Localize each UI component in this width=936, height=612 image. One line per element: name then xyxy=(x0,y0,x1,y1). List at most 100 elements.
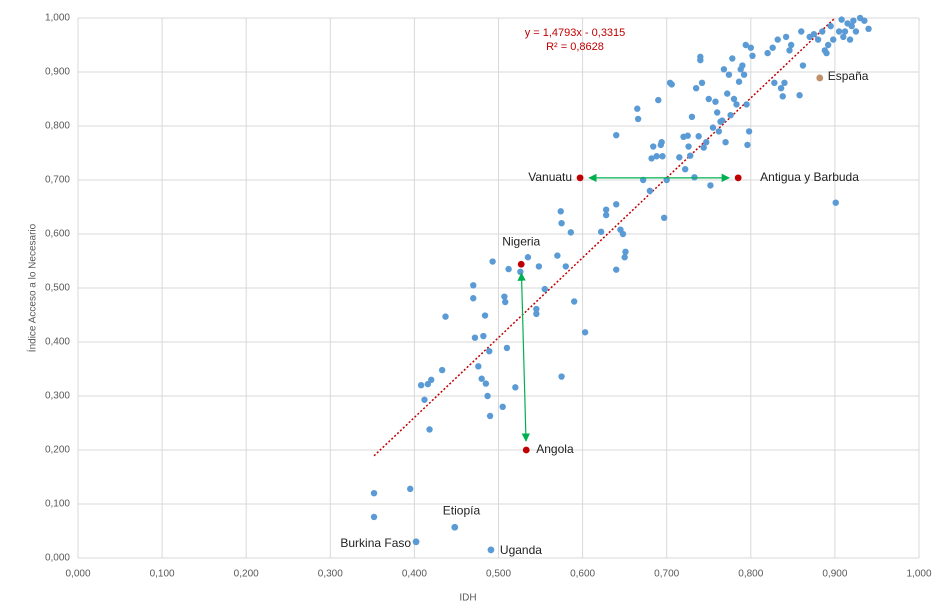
point xyxy=(745,128,753,135)
point xyxy=(841,28,849,35)
point xyxy=(814,36,822,43)
point xyxy=(848,22,855,30)
x-tick-label: 0,200 xyxy=(234,569,259,580)
point xyxy=(558,220,565,227)
point xyxy=(676,154,683,161)
point xyxy=(749,52,756,59)
point xyxy=(499,403,506,410)
point xyxy=(777,85,785,92)
point xyxy=(787,41,795,49)
point xyxy=(480,332,487,340)
y-axis-title: Índice Acceso a lo Necesario xyxy=(26,223,39,352)
point xyxy=(827,22,834,30)
y-tick-label: 0,600 xyxy=(45,229,70,240)
point xyxy=(370,513,378,521)
point xyxy=(438,366,446,374)
point xyxy=(613,266,620,273)
highlight-point xyxy=(412,538,420,546)
point xyxy=(830,36,837,43)
point xyxy=(619,230,627,238)
point xyxy=(850,17,857,24)
point xyxy=(709,124,717,131)
point xyxy=(370,490,378,497)
point xyxy=(658,139,665,146)
point xyxy=(653,153,660,160)
point xyxy=(730,95,738,103)
point xyxy=(823,49,830,57)
point xyxy=(646,187,654,194)
point xyxy=(634,105,641,112)
y-tick-label: 0,700 xyxy=(45,175,70,186)
point xyxy=(707,182,714,189)
point xyxy=(771,79,778,87)
x-axis-title: IDH xyxy=(459,593,476,604)
point xyxy=(720,66,728,73)
point xyxy=(602,206,610,213)
point xyxy=(744,141,751,149)
point xyxy=(442,313,449,320)
point xyxy=(824,41,832,49)
point-label: Nigeria xyxy=(502,234,540,248)
point xyxy=(840,33,847,41)
point xyxy=(796,92,803,99)
point xyxy=(719,117,726,124)
point xyxy=(782,33,790,41)
point xyxy=(535,263,543,270)
point xyxy=(541,285,548,293)
point xyxy=(832,199,839,206)
point xyxy=(426,426,433,433)
point xyxy=(819,28,826,35)
point-label: Uganda xyxy=(500,543,542,557)
point xyxy=(846,36,854,43)
y-tick-label: 0,000 xyxy=(45,553,70,564)
point xyxy=(861,17,868,24)
point-label: Etiopía xyxy=(443,503,481,517)
point-label: Vanuatu xyxy=(528,170,572,184)
point xyxy=(769,44,776,51)
point-label: España xyxy=(828,69,869,83)
point xyxy=(613,201,620,208)
point xyxy=(688,113,696,121)
point xyxy=(740,71,748,78)
point xyxy=(692,85,700,92)
x-tick-label: 0,000 xyxy=(65,569,90,580)
point xyxy=(562,263,569,270)
x-tick-label: 0,600 xyxy=(570,569,595,580)
y-tick-label: 0,500 xyxy=(45,283,70,294)
point xyxy=(705,95,712,103)
point xyxy=(703,139,710,146)
point xyxy=(517,268,524,275)
point xyxy=(700,144,707,151)
point xyxy=(470,282,477,289)
point xyxy=(660,214,668,221)
point xyxy=(727,112,734,119)
point xyxy=(475,363,482,370)
point xyxy=(685,143,692,150)
point xyxy=(781,79,788,87)
point xyxy=(668,81,675,88)
point xyxy=(742,41,749,49)
point xyxy=(558,373,565,380)
point xyxy=(835,28,843,35)
point xyxy=(722,139,729,146)
point xyxy=(421,396,428,403)
point xyxy=(557,208,564,215)
x-tick-label: 0,500 xyxy=(486,569,511,580)
point xyxy=(724,90,731,97)
x-tick-label: 1,000 xyxy=(906,569,931,580)
point xyxy=(478,375,485,382)
highlight-point xyxy=(487,546,495,554)
point xyxy=(613,131,620,139)
point xyxy=(622,248,629,256)
point xyxy=(524,254,532,261)
point xyxy=(417,382,425,389)
trendline xyxy=(373,17,836,457)
point xyxy=(655,96,662,104)
point xyxy=(470,295,477,302)
point xyxy=(729,55,736,62)
point xyxy=(481,312,489,319)
y-tick-label: 0,900 xyxy=(45,67,70,78)
point xyxy=(424,380,432,388)
point xyxy=(798,28,805,35)
